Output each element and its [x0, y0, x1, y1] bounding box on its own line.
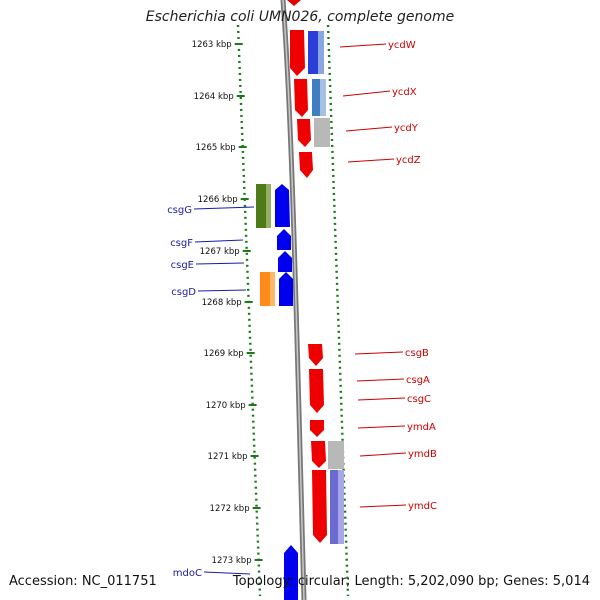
gene-ymdC-partner-shade [338, 470, 344, 544]
leader-line [347, 158, 395, 163]
gene-label-ycdW: ycdW [388, 40, 416, 51]
gene-label-ymdA: ymdA [407, 422, 436, 433]
gene-partial-top [287, 0, 301, 6]
tick-label: 1272 kbp [210, 504, 250, 514]
gene-csgG [275, 184, 290, 227]
gene-csgC [310, 420, 324, 437]
gene-csgE [278, 251, 292, 272]
gene-label-csgG: csgG [167, 205, 192, 216]
gene-label-mdoC: mdoC [173, 568, 202, 579]
gene-ycdW-partner-2 [318, 31, 324, 74]
backbone-highlight [282, 0, 305, 600]
leader-line [197, 289, 247, 292]
gene-label-ycdY: ycdY [394, 123, 419, 134]
gene-ycdW [290, 30, 305, 76]
tick-label: 1270 kbp [206, 401, 246, 411]
leader-line [339, 43, 387, 48]
gene-csgG-green-shade [266, 184, 271, 228]
gene-ymdB [311, 441, 326, 468]
gene-csgD [279, 272, 293, 306]
leader-line [203, 571, 251, 575]
tick-label: 1268 kbp [202, 298, 242, 308]
gene-label-ymdC: ymdC [408, 501, 437, 512]
gene-csgF [277, 229, 291, 250]
tick-label: 1264 kbp [194, 92, 234, 102]
tick-label: 1271 kbp [208, 452, 248, 462]
leader-line [195, 262, 245, 265]
gene-label-csgC: csgC [407, 394, 431, 405]
gene-csgD-orange-shade [270, 272, 275, 306]
gene-ycdY-partner [314, 118, 330, 147]
tick-group: 1263 kbp 1264 kbp 1265 kbp 1266 kbp 1267 kbp… [192, 40, 263, 566]
gene-csgA [309, 369, 324, 413]
leader-line [356, 378, 405, 382]
leader-line [342, 90, 391, 97]
gene-ycdW-partner [308, 31, 318, 74]
gene-label-csgB: csgB [405, 348, 429, 359]
tick-label: 1263 kbp [192, 40, 232, 50]
tick-label: 1273 kbp [212, 556, 252, 566]
gene-ymdC [312, 470, 327, 543]
gene-label-csgE: csgE [171, 260, 194, 271]
gene-label-ymdB: ymdB [408, 449, 437, 460]
accession-text: Accession: NC_011751 [9, 574, 157, 589]
gene-ycdX-partner-2 [320, 79, 326, 116]
leader-line [359, 452, 407, 457]
gene-label-ycdZ: ycdZ [396, 155, 421, 166]
gene-csgB [308, 344, 323, 366]
gene-label-csgF: csgF [170, 238, 193, 249]
gene-ycdX [294, 79, 308, 117]
tick-label: 1266 kbp [198, 195, 238, 205]
leader-line [345, 126, 393, 132]
left-gene-labels: csgG csgF csgE csgD mdoC [167, 205, 255, 579]
gene-label-csgA: csgA [406, 375, 430, 386]
leader-line [194, 239, 244, 243]
gene-label-ycdX: ycdX [392, 87, 417, 98]
gene-features [256, 0, 344, 600]
leader-line [357, 397, 406, 401]
gene-ycdX-partner [312, 79, 320, 116]
leader-line [357, 425, 406, 429]
genome-title: Escherichia coli UMN026, complete genome [145, 9, 455, 25]
gene-ymdB-partner [328, 441, 344, 469]
leader-line [359, 504, 407, 508]
gene-label-csgD: csgD [171, 287, 196, 298]
gene-ycdY [297, 119, 311, 147]
genome-summary-text: Topology: circular; Length: 5,202,090 bp… [232, 574, 590, 589]
leader-line [354, 351, 404, 355]
gene-ycdZ [299, 152, 313, 178]
right-gene-labels: ycdW ycdX ycdY ycdZ csgB csgA csgC ymdA ymdB ymdC [339, 40, 437, 512]
tick-label: 1269 kbp [204, 349, 244, 359]
leader-line [193, 206, 255, 210]
tick-label: 1267 kbp [200, 247, 240, 257]
tick-label: 1265 kbp [196, 143, 236, 153]
gene-mdoC [284, 545, 298, 600]
